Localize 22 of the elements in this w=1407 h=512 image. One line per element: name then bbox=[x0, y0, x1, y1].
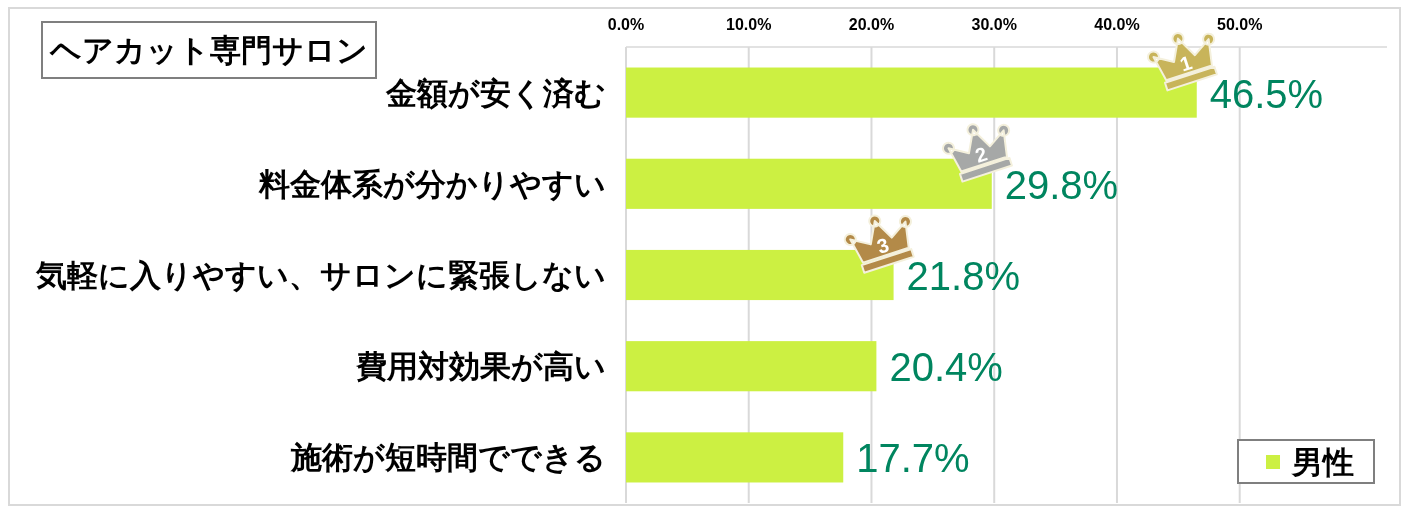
y-tick-label: 料金体系が分かりやすい bbox=[258, 166, 606, 202]
annotation: 1 bbox=[1177, 51, 1195, 76]
x-tick-label: 20.0% bbox=[848, 16, 895, 33]
data-label: 17.7% bbox=[856, 436, 970, 481]
data-label: 46.5% bbox=[1209, 71, 1324, 116]
x-tick-label: 10.0% bbox=[726, 16, 772, 33]
x-tick-label: 50.0% bbox=[1217, 16, 1263, 33]
data-label: 21.8% bbox=[906, 254, 1020, 298]
y-tick-label: 施術が短時間でできる bbox=[290, 440, 606, 476]
y-tick-label: 気軽に入りやすい、サロンに緊張しない bbox=[35, 258, 606, 293]
data-label: 29.8% bbox=[1004, 162, 1119, 207]
y-tick-label: 金額が安く済む bbox=[385, 75, 606, 111]
y-tick-label: 費用対効果が高い bbox=[355, 349, 606, 385]
x-tick-label: 0.0% bbox=[607, 16, 645, 33]
legend-label: 男性 bbox=[1291, 445, 1354, 480]
legend: 男性 bbox=[1237, 439, 1375, 484]
annotation: 2 bbox=[972, 142, 990, 167]
title: ヘアカット専門サロン bbox=[41, 21, 377, 79]
annotation: 3 bbox=[874, 233, 892, 258]
x-tick-label: 40.0% bbox=[1094, 16, 1140, 33]
x-tick-label: 30.0% bbox=[971, 16, 1017, 33]
data-label: 20.4% bbox=[889, 345, 1003, 390]
